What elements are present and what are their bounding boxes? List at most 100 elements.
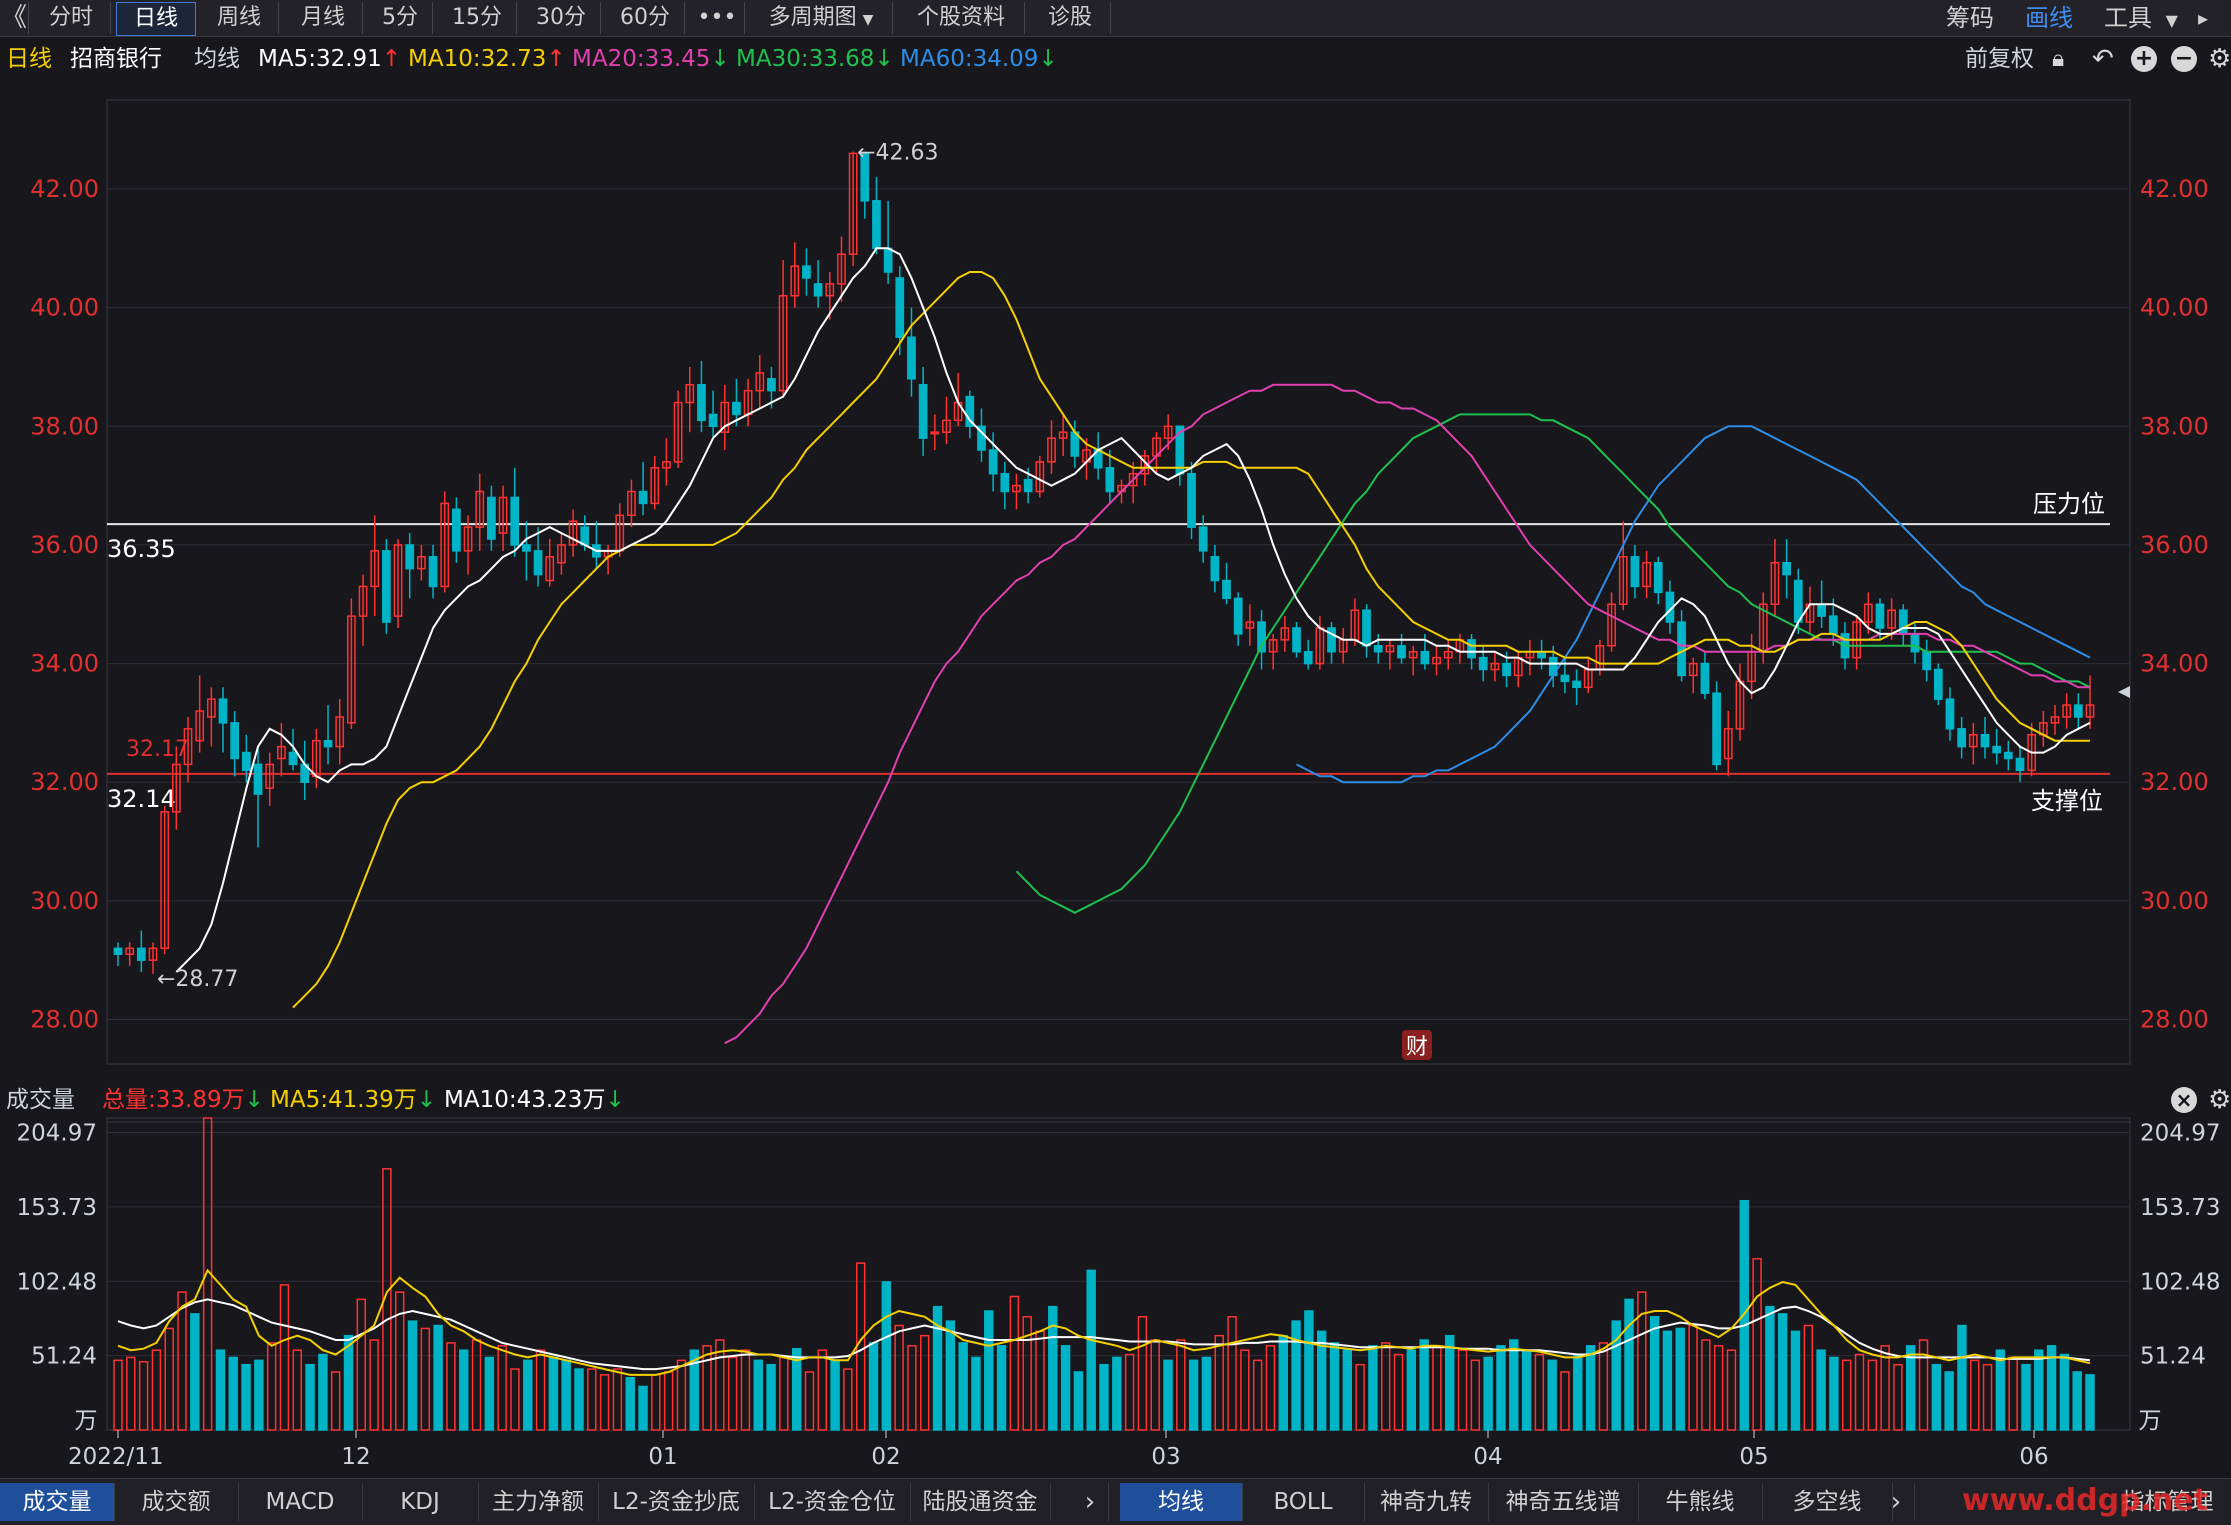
undo-icon[interactable]: ↶ <box>2092 44 2114 74</box>
volume-bar <box>1265 1345 1276 1431</box>
overlay-tab-5[interactable]: 多空线 <box>1762 1483 1893 1521</box>
ma20-value: MA20:33.45↓ <box>572 46 730 72</box>
overlay-tab-3[interactable]: 神奇五线谱 <box>1488 1483 1639 1521</box>
volume-ma5-line <box>117 1268 2091 1376</box>
watermark: www.ddgp.net <box>1962 1483 2208 1518</box>
ma-label[interactable]: 均线 <box>194 46 240 72</box>
tab-2[interactable]: 周线 <box>200 2 279 34</box>
price-tick-right: 32.00 <box>2140 768 2209 796</box>
candle-body <box>1945 698 1955 730</box>
ma30-line <box>1015 413 2091 914</box>
price-tick-right: 40.00 <box>2140 294 2209 322</box>
x-tick-label: 2022/11 <box>68 1444 164 1470</box>
candle-body <box>335 716 345 748</box>
volume-bar <box>984 1310 994 1431</box>
indicator-tabs-bar: 成交量 成交额 MACD KDJ 主力净额 L2-资金抄底 L2-资金仓位 陆股通资金 › 均… <box>0 1478 2231 1525</box>
indicator-tab-2[interactable]: MACD <box>238 1483 363 1521</box>
top-toolbar: 《 分时 日线 周线 月线 5分 15分 30分 60分 ••• 多周期图 ▼ 个股资料 诊股 筹码 画… <box>0 0 2231 37</box>
volume-bar <box>305 1363 315 1431</box>
indicator-tab-1[interactable]: 成交额 <box>114 1483 239 1521</box>
candle-body <box>662 461 671 469</box>
volume-bar <box>1573 1353 1583 1431</box>
adjust-mode[interactable]: 前复权 <box>1965 46 2034 72</box>
tab-11[interactable]: 诊股 <box>1030 2 1111 34</box>
candle-body <box>440 502 450 588</box>
high-annotation: ←42.63 <box>857 141 938 166</box>
volume-bar <box>1688 1324 1698 1431</box>
tab-8[interactable]: ••• <box>690 2 745 34</box>
tab-4[interactable]: 5分 <box>368 2 433 34</box>
more-icon[interactable]: ▸ <box>2198 6 2209 30</box>
tab-1[interactable]: 日线 <box>116 2 196 36</box>
candle-body <box>1303 650 1313 665</box>
tab-0[interactable]: 分时 <box>32 2 111 34</box>
settings-icon[interactable]: ⚙ <box>2208 44 2231 74</box>
overlay-tab-2[interactable]: 神奇九转 <box>1364 1483 1489 1521</box>
draw-line-button[interactable]: 画线 <box>2025 4 2073 32</box>
volume-settings-icon[interactable]: ⚙ <box>2208 1085 2231 1115</box>
indicator-manage-label: 指标管理 <box>2121 1489 2214 1515</box>
volume-label[interactable]: 成交量 <box>6 1087 75 1113</box>
volume-bar <box>266 1342 277 1431</box>
candle-body <box>1642 561 1651 588</box>
candle-body <box>206 698 216 718</box>
volume-bar <box>599 1374 610 1431</box>
volume-bar <box>1009 1295 1020 1431</box>
period-label: 日线 <box>6 46 52 72</box>
volume-bar <box>535 1349 546 1431</box>
volume-bar <box>548 1356 559 1431</box>
zoom-in-icon[interactable]: + <box>2131 46 2157 72</box>
volume-bar <box>830 1359 840 1431</box>
candle-body <box>1362 609 1371 647</box>
tab-10[interactable]: 个股资料 <box>898 2 1025 34</box>
back-button[interactable]: 《 <box>0 2 29 34</box>
tab-9[interactable]: 多周期图 ▼ <box>750 2 893 34</box>
indicator-manage-button[interactable]: 指标管理 <box>2104 1483 2231 1521</box>
candle-body <box>1128 472 1138 487</box>
volume-bar <box>1521 1349 1532 1431</box>
candle-body <box>627 490 636 517</box>
volume-tick-right: 153.73 <box>2140 1195 2220 1221</box>
volume-bar <box>676 1359 687 1431</box>
indicator-tab-0[interactable]: 成交量 <box>0 1483 115 1521</box>
overlay-tab-0[interactable]: 均线 <box>1120 1483 1243 1521</box>
stock-name[interactable]: 招商银行 <box>70 46 162 72</box>
overlay-tab-1[interactable]: BOLL <box>1242 1483 1365 1521</box>
candle-body <box>872 200 881 250</box>
candle-body <box>1257 621 1266 653</box>
zoom-out-icon[interactable]: − <box>2171 46 2197 72</box>
price-tick-left: 40.00 <box>30 294 99 322</box>
volume-bar <box>420 1327 431 1431</box>
volume-bar <box>1752 1258 1762 1431</box>
indicator-tab-7[interactable]: 陆股通资金 <box>910 1483 1051 1521</box>
overlay-tab-4[interactable]: 牛熊线 <box>1638 1483 1763 1521</box>
indicator-tab-4[interactable]: 主力净额 <box>478 1483 599 1521</box>
volume-bar <box>292 1349 302 1431</box>
close-icon[interactable]: × <box>2171 1087 2197 1113</box>
tab-5[interactable]: 15分 <box>438 2 517 34</box>
indicator-tab-3[interactable]: KDJ <box>362 1483 479 1521</box>
volume-bar <box>1918 1339 1929 1431</box>
scroll-right-icon-2[interactable]: › <box>1878 1483 1915 1521</box>
candle-body <box>1980 734 1990 748</box>
tab-3[interactable]: 月线 <box>284 2 363 34</box>
ma30-value: MA30:33.68↓ <box>736 46 894 72</box>
tab-6[interactable]: 30分 <box>522 2 601 34</box>
lock-icon[interactable]: 🔒︎ <box>2052 46 2065 72</box>
indicator-tab-6[interactable]: L2-资金仓位 <box>754 1483 911 1521</box>
tools-button[interactable]: 工具 ▼ <box>2104 2 2178 34</box>
x-tick-label: 04 <box>1473 1444 1502 1470</box>
candle-body <box>1887 609 1897 629</box>
candle-body <box>1023 478 1033 493</box>
ma60-value: MA60:34.09↓ <box>900 46 1058 72</box>
chips-button[interactable]: 筹码 <box>1946 4 1994 32</box>
volume-bar <box>1867 1359 1878 1431</box>
volume-bar <box>612 1368 623 1431</box>
candle-body <box>638 490 648 505</box>
volume-info-bar: 成交量 总量:33.89万↓ MA5:41.39万↓ MA10:43.23万↓ … <box>0 1082 2231 1118</box>
indicator-tab-5[interactable]: L2-资金抄底 <box>598 1483 755 1521</box>
scroll-right-icon[interactable]: › <box>1072 1483 1109 1521</box>
tab-7[interactable]: 60分 <box>606 2 685 34</box>
stock-chart[interactable]: 42.00 42.00 40.00 40.00 38.00 38.00 36.00 36.00… <box>0 0 2231 1478</box>
volume-bar <box>279 1284 290 1431</box>
